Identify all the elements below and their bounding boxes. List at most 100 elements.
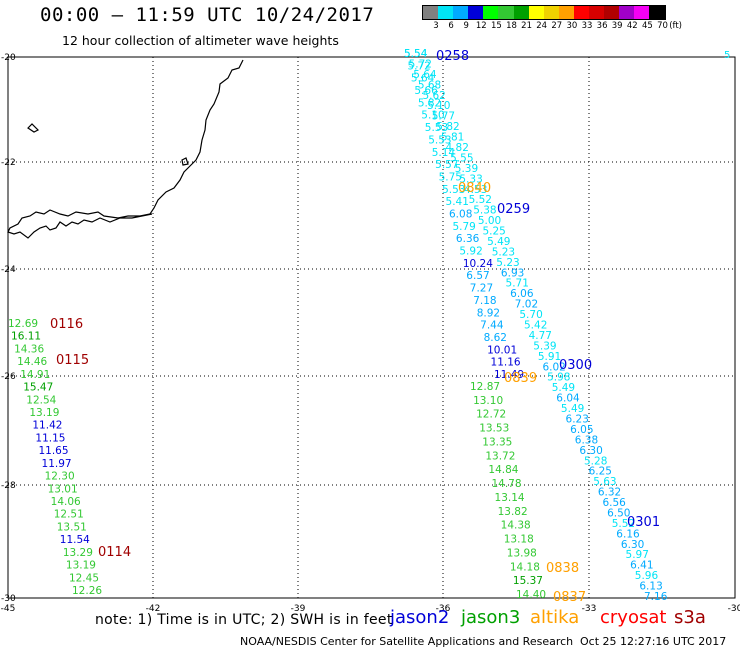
wave-height-value: 13.72 [485, 450, 515, 462]
legend-label: 30 [566, 21, 578, 31]
lat-label: -20 [1, 53, 16, 63]
lon-label: -30 [728, 604, 740, 614]
wave-height-value: 5.57 [435, 159, 458, 171]
wave-height-value: 6.08 [449, 209, 472, 221]
wave-height-value: 5.77 [432, 111, 455, 123]
legend-label: 18 [506, 21, 517, 31]
pass-time: 0301 [627, 515, 660, 530]
wave-height-value: 5.42 [524, 320, 547, 332]
altimeter-tracks: 5.545.725.645.685.625.105.775.825.814.82… [8, 48, 668, 603]
wave-height-value: 4.77 [529, 330, 552, 342]
wave-height-value: 16.11 [11, 331, 41, 343]
pass-time: 0115 [56, 353, 89, 368]
wave-height-value: 5.39 [455, 163, 478, 175]
wave-height-value: 13.19 [66, 560, 96, 572]
wave-height-value: 6.56 [602, 497, 626, 509]
wave-height-value: 12.54 [26, 394, 56, 406]
wave-height-value: 12.45 [69, 572, 99, 584]
wave-height-value: 13.82 [498, 506, 528, 518]
legend-swatch [604, 6, 620, 19]
wave-height-value: 6.04 [556, 393, 580, 405]
wave-height-value: 5.79 [452, 221, 475, 233]
lat-label: -28 [1, 481, 16, 491]
wave-height-value: 15.37 [513, 575, 543, 587]
wave-height-value: 5.64 [413, 69, 437, 81]
latitude-labels: -20 -22 -24 -26 -28 -30 [1, 53, 16, 604]
legend-label: 33 [581, 21, 593, 31]
wave-height-value: 8.62 [484, 332, 507, 344]
wave-height-value: 6.06 [510, 288, 534, 300]
wave-height-value: 14.06 [51, 496, 81, 508]
wave-height-value: 5.41 [446, 196, 469, 208]
generated-timestamp: Oct 25 12:27:16 UTC 2017 [580, 635, 727, 648]
wave-height-value: 5.49 [561, 403, 584, 415]
legend-label: 42 [626, 21, 638, 31]
wave-height-value: 14.91 [20, 369, 50, 381]
wave-height-value: 13.18 [504, 534, 534, 546]
wave-height-value: 5.82 [418, 97, 441, 109]
wave-height-value: 6.30 [621, 539, 644, 551]
wave-height-value: 6.16 [616, 528, 640, 540]
wave-height-value: 7.44 [480, 320, 504, 332]
wave-height-value: 14.40 [516, 589, 546, 601]
legend-label: 36 [596, 21, 608, 31]
wave-height-value: 11.49 [494, 369, 524, 381]
legend-label: 70 [657, 21, 668, 31]
pass-time: 0259 [497, 202, 530, 217]
footer: note: 1) Time is in UTC; 2) SWH is in fe… [0, 600, 740, 650]
satellite-jason3: jason3 [461, 607, 521, 628]
wave-height-value: 5.71 [506, 278, 529, 290]
map-title: 00:00 – 11:59 UTC 10/24/2017 [40, 4, 375, 26]
wave-height-value: 5.62 [422, 90, 445, 102]
pass-time: 0838 [546, 561, 579, 576]
wave-height-value: 6.30 [579, 445, 602, 457]
lat-label: -22 [1, 158, 16, 168]
wave-height-value: 12.30 [45, 471, 75, 483]
wave-height-value: 12.87 [470, 381, 500, 393]
wave-height-value: 5.28 [584, 455, 607, 467]
wave-height-value: 11.97 [42, 458, 72, 470]
wave-height-value: 5.96 [635, 570, 659, 582]
map-subtitle: 12 hour collection of altimeter wave hei… [62, 33, 339, 48]
wave-height-value: 5.38 [473, 205, 496, 217]
lat-label: -26 [1, 372, 16, 382]
wave-height-value: 5.92 [459, 246, 482, 258]
wave-height-value: 11.65 [38, 445, 68, 457]
legend-label: 21 [521, 21, 533, 31]
wave-height-value: 5.98 [547, 372, 570, 384]
wave-height-value: 5.54 [404, 48, 428, 60]
wave-height-value: 7.27 [470, 283, 493, 295]
legend-swatch [528, 6, 544, 19]
legend-swatch [423, 6, 439, 19]
wave-height-value: 6.32 [598, 487, 621, 499]
wave-height-value: 6.57 [466, 270, 489, 282]
legend-swatch [558, 6, 574, 19]
lon-label: -42 [146, 604, 161, 614]
wave-height-value: 13.14 [495, 492, 525, 504]
wave-height-value: 5.72 [409, 58, 432, 70]
wave-height-value: 5.63 [593, 476, 616, 488]
wave-height-value: 5.49 [552, 382, 575, 394]
pass-time: 0840 [458, 181, 491, 196]
wave-height-value: 12.69 [8, 318, 38, 330]
wave-height-value: 11.16 [491, 357, 521, 369]
wave-height-value: 11.54 [60, 534, 90, 546]
legend-label: 6 [448, 21, 454, 31]
wave-height-value: 13.01 [48, 483, 78, 495]
legend-label: 24 [536, 21, 548, 31]
wave-height-value: 5.70 [519, 309, 542, 321]
wave-height-value: 5.33 [459, 173, 482, 185]
wave-height-value: 5.64 [411, 73, 435, 85]
wave-height-value: 5.53 [442, 184, 465, 196]
wave-height-value: 5.52 [612, 518, 635, 530]
wave-height-value: 13.98 [507, 547, 537, 559]
wave-height-value: 5.55 [450, 152, 473, 164]
legend-swatch [589, 6, 605, 19]
legend-swatches [422, 5, 666, 20]
wave-height-value: 6.38 [575, 434, 598, 446]
wave-height-value: 13.19 [29, 407, 59, 419]
wave-height-value: 11.42 [32, 420, 62, 432]
satellite-s3a: s3a [674, 607, 706, 628]
wave-height-value: 14.18 [510, 561, 540, 573]
wave-height-value: 5.10 [427, 100, 450, 112]
